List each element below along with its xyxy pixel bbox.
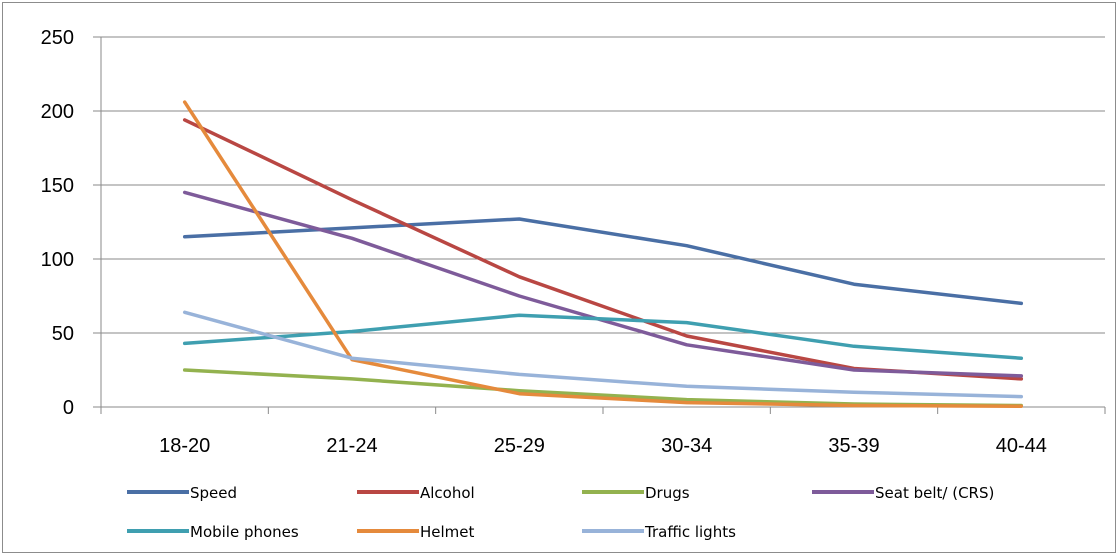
- legend-item: Helmet: [357, 523, 475, 541]
- x-tick-label: 25-29: [494, 435, 545, 457]
- legend: Speed Alcohol Drugs Seat belt/ (CRS) Mobile …: [127, 484, 994, 541]
- legend-item: Drugs: [582, 484, 690, 502]
- legend-label: Drugs: [645, 484, 690, 502]
- legend-item: Traffic lights: [582, 523, 736, 541]
- series-line-mobile-phones: [182, 313, 1024, 360]
- legend-label: Alcohol: [420, 484, 475, 502]
- y-tick-label: 0: [63, 397, 74, 419]
- y-tick-label: 150: [41, 175, 74, 197]
- legend-item: Mobile phones: [127, 523, 299, 541]
- series-line-speed: [182, 217, 1024, 306]
- series-line-drugs: [182, 368, 1024, 408]
- legend-label: Mobile phones: [190, 523, 299, 541]
- series-line-helmet: [182, 100, 1024, 409]
- legend-item: Seat belt/ (CRS): [812, 484, 994, 502]
- legend-label: Speed: [190, 484, 237, 502]
- series-line-traffic-lights: [182, 310, 1024, 399]
- legend-label: Seat belt/ (CRS): [875, 484, 994, 502]
- plot-area: 0 50 100 150 200 250 18-20 21-24 25-29 30-34 35-39…: [41, 27, 1106, 457]
- x-tick-label: 35-39: [828, 435, 879, 457]
- legend-item: Speed: [127, 484, 237, 502]
- y-tick-label: 200: [41, 101, 74, 123]
- legend-item: Alcohol: [357, 484, 475, 502]
- legend-label: Traffic lights: [644, 523, 736, 541]
- legend-label: Helmet: [420, 523, 475, 541]
- y-tick-label: 100: [41, 249, 74, 271]
- y-tick-label: 250: [41, 27, 74, 49]
- x-tick-label: 18-20: [159, 435, 210, 457]
- x-tick-label: 21-24: [326, 435, 377, 457]
- x-tick-label: 40-44: [996, 435, 1047, 457]
- y-tick-label: 50: [52, 323, 74, 345]
- x-tick-label: 30-34: [661, 435, 712, 457]
- series-line-alcohol: [182, 118, 1024, 381]
